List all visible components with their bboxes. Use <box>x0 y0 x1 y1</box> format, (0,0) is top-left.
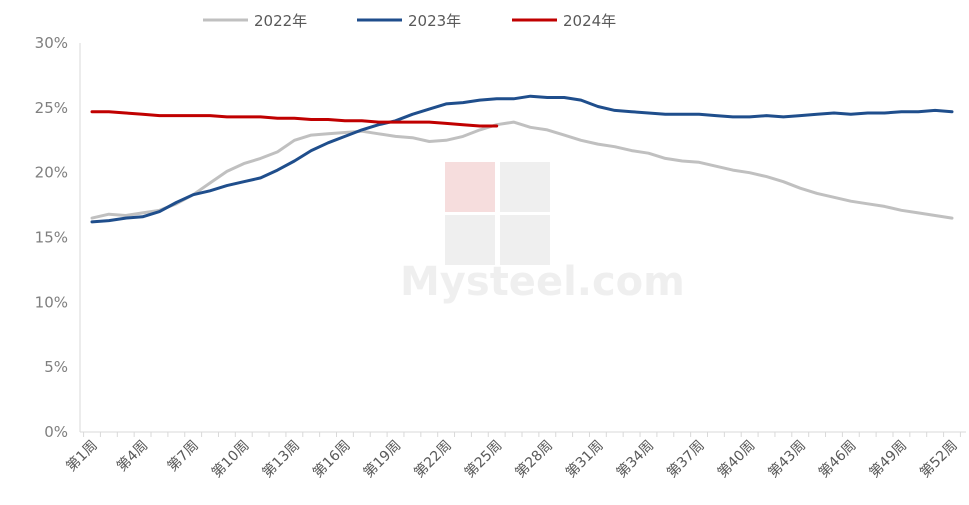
x-tick-label: 第22周 <box>411 437 455 481</box>
legend-label-0: 2022年 <box>254 12 307 30</box>
x-tick-label: 第10周 <box>208 437 252 481</box>
x-tick-label: 第40周 <box>714 437 758 481</box>
x-tick-label: 第31周 <box>562 437 606 481</box>
x-tick-label: 第49周 <box>866 437 910 481</box>
x-tick-label: 第52周 <box>916 437 960 481</box>
x-tick-label: 第25周 <box>461 437 505 481</box>
x-tick-label: 第34周 <box>613 437 657 481</box>
legend-label-1: 2023年 <box>408 12 461 30</box>
watermark-box-3 <box>445 215 495 265</box>
watermark-box-2 <box>500 162 550 212</box>
series-line-2 <box>90 110 499 128</box>
watermark-box-4 <box>500 215 550 265</box>
legend-label-2: 2024年 <box>563 12 616 30</box>
legend: 2022年 2023年 2024年 <box>203 12 616 30</box>
y-tick-label: 15% <box>35 229 68 247</box>
y-tick-label: 25% <box>35 99 68 117</box>
y-tick-label: 5% <box>44 358 68 376</box>
x-tick-label: 第13周 <box>259 437 303 481</box>
series-line-0 <box>90 120 954 220</box>
watermark-text: Mysteel.com <box>400 259 685 305</box>
watermark: Mysteel.com <box>400 162 685 305</box>
watermark-box-1 <box>445 162 495 212</box>
y-tick-label: 30% <box>35 34 68 52</box>
series-line-1 <box>90 94 954 224</box>
y-tick-label: 20% <box>35 164 68 182</box>
y-tick-label: 0% <box>44 423 68 441</box>
x-tick-label: 第7周 <box>164 437 202 475</box>
x-tick-label: 第28周 <box>512 437 556 481</box>
x-tick-label: 第16周 <box>309 437 353 481</box>
series-group <box>90 94 954 224</box>
x-tick-label: 第46周 <box>815 437 859 481</box>
x-tick-label: 第37周 <box>663 437 707 481</box>
x-tick-label: 第1周 <box>63 437 101 475</box>
x-tick-label: 第4周 <box>113 437 151 475</box>
x-tick-label: 第43周 <box>765 437 809 481</box>
x-tick-label: 第19周 <box>360 437 404 481</box>
y-tick-label: 10% <box>35 293 68 311</box>
